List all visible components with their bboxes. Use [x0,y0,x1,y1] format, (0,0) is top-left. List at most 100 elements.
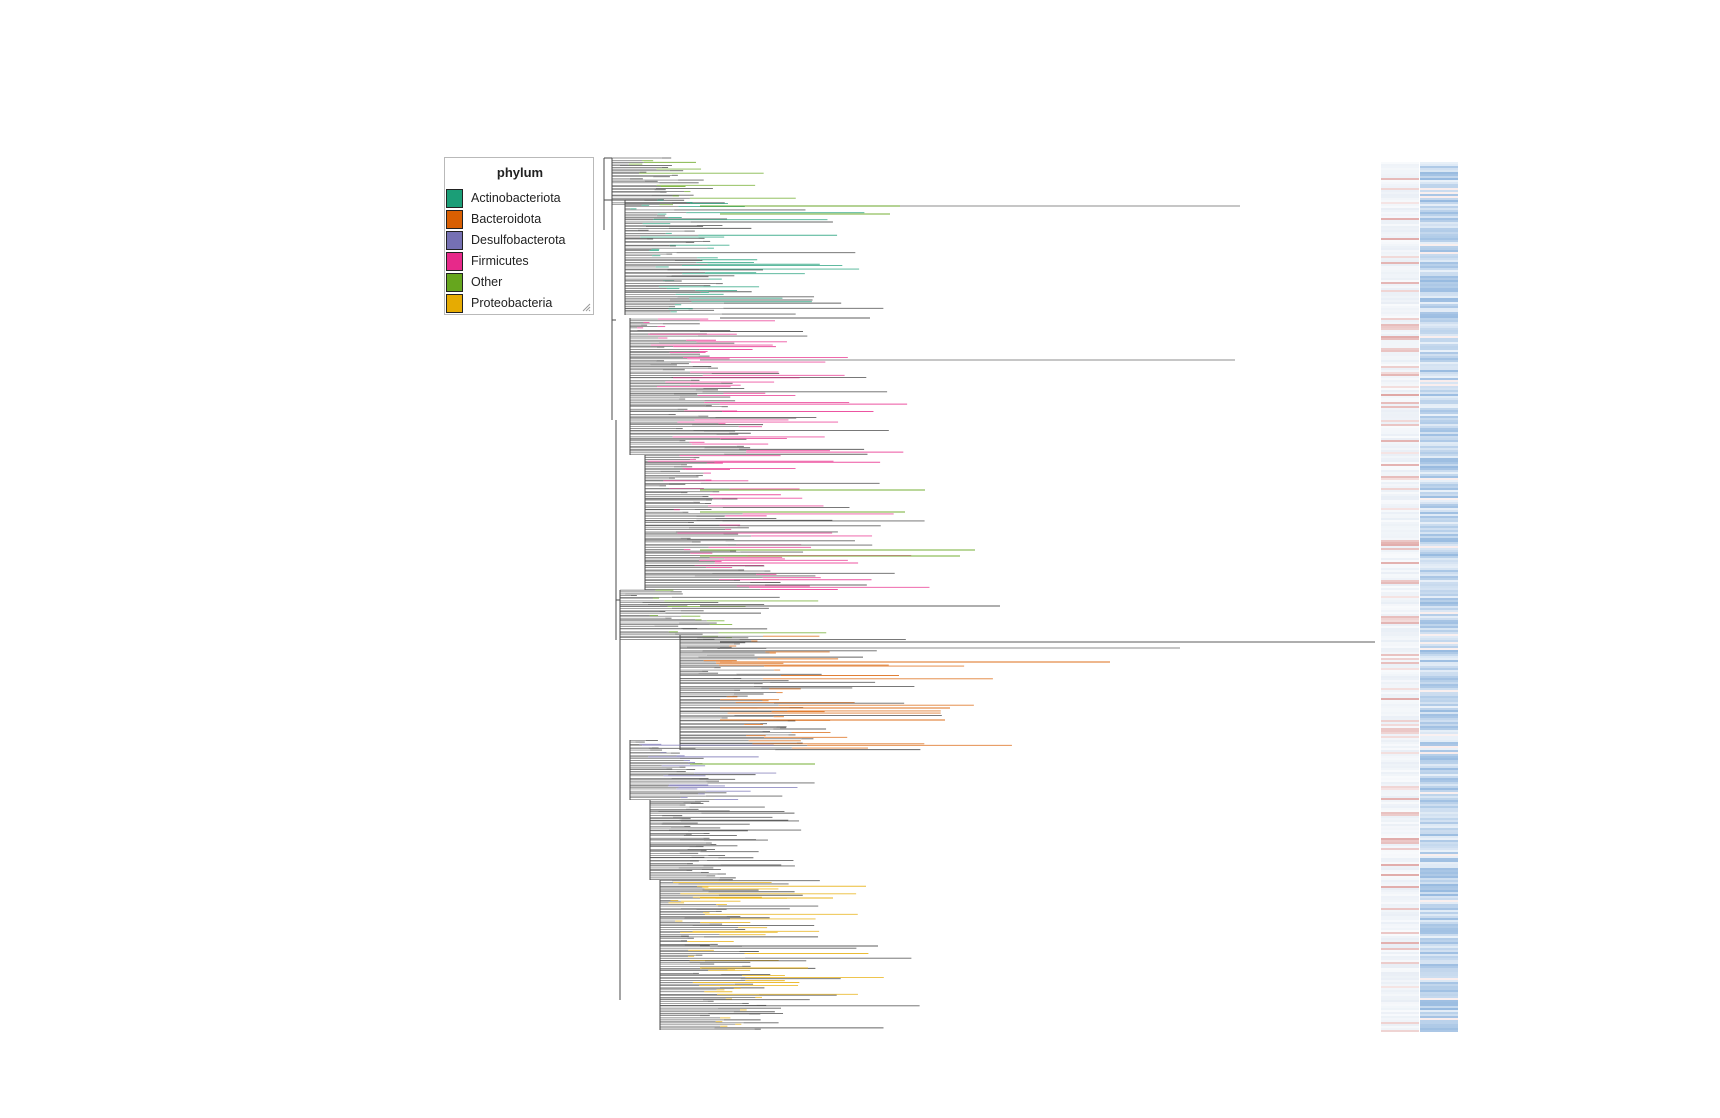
heatmap-cell [1381,648,1419,650]
heatmap-cell [1420,1006,1458,1008]
heatmap-cell [1381,390,1419,392]
heatmap-cell [1420,890,1458,892]
heatmap-cell [1420,848,1458,850]
heatmap-cell [1420,372,1458,374]
heatmap-cell [1420,420,1458,422]
heatmap-cell [1381,1016,1419,1018]
heatmap-cell [1420,794,1458,796]
heatmap-cell [1381,800,1419,802]
heatmap-cell [1420,572,1458,574]
heatmap-cell [1381,864,1419,866]
heatmap-cell [1381,366,1419,368]
heatmap-cell [1420,504,1458,506]
heatmap-cell [1381,474,1419,476]
heatmap-cell [1420,856,1458,858]
heatmap-cell [1420,418,1458,420]
heatmap-cell [1381,376,1419,378]
heatmap-cell [1381,388,1419,390]
heatmap-cell [1420,502,1458,504]
heatmap-cell [1420,358,1458,360]
heatmap-cell [1381,308,1419,310]
resize-grip-icon[interactable] [581,302,591,312]
heatmap-cell [1381,412,1419,414]
heatmap-cell [1420,182,1458,184]
heatmap-cell [1420,722,1458,724]
legend-swatch [446,231,463,250]
heatmap-cell [1381,430,1419,432]
heatmap-cell [1420,664,1458,666]
heatmap-cell [1420,612,1458,614]
heatmap-cell [1420,888,1458,890]
heatmap-cell [1420,946,1458,948]
heatmap-cell [1420,654,1458,656]
heatmap-cell [1381,646,1419,648]
heatmap-cell [1420,816,1458,818]
heatmap-cell [1381,828,1419,830]
heatmap-cell [1381,900,1419,902]
heatmap-cell [1420,936,1458,938]
heatmap-cell [1420,564,1458,566]
heatmap-cell [1420,428,1458,430]
heatmap-cell [1381,616,1419,618]
heatmap-cell [1381,968,1419,970]
heatmap-cell [1420,898,1458,900]
heatmap-cell [1420,318,1458,320]
heatmap-cell [1381,818,1419,820]
heatmap-cell [1381,942,1419,944]
heatmap-cell [1381,708,1419,710]
heatmap-cell [1420,992,1458,994]
heatmap-cell [1381,576,1419,578]
heatmap-cell [1381,996,1419,998]
heatmap-cell [1420,236,1458,238]
heatmap-cell [1381,1026,1419,1028]
heatmap-cell [1420,626,1458,628]
heatmap-cell [1420,532,1458,534]
heatmap-cell [1420,264,1458,266]
heatmap-cell [1420,944,1458,946]
heatmap-cell [1420,536,1458,538]
heatmap-cell [1420,960,1458,962]
heatmap-cell [1420,938,1458,940]
heatmap-cell [1381,434,1419,436]
heatmap-cell [1420,780,1458,782]
heatmap-cell [1420,432,1458,434]
heatmap-cell [1420,876,1458,878]
heatmap-cell [1381,796,1419,798]
heatmap-cell [1381,172,1419,174]
heatmap-cell [1381,602,1419,604]
heatmap-cell [1420,416,1458,418]
heatmap-cell [1381,270,1419,272]
heatmap-cell [1420,336,1458,338]
heatmap-cell [1381,1006,1419,1008]
legend-box[interactable]: phylum Actinobacteriota Bacteroidota Des… [444,157,594,315]
legend-swatch [446,189,463,208]
heatmap-cell [1420,872,1458,874]
heatmap-cell [1381,698,1419,700]
heatmap-cell [1381,590,1419,592]
heatmap-cell [1420,436,1458,438]
heatmap-cell [1420,708,1458,710]
heatmap-cell [1381,886,1419,888]
heatmap-cell [1381,660,1419,662]
heatmap-cell [1420,998,1458,1000]
heatmap-cell [1381,178,1419,180]
heatmap-cell [1420,592,1458,594]
heatmap-cell [1381,926,1419,928]
heatmap-cell [1420,560,1458,562]
heatmap-cell [1420,458,1458,460]
heatmap-cell [1381,466,1419,468]
heatmap-cell [1420,614,1458,616]
heatmap-cell [1420,728,1458,730]
heatmap-cell [1381,262,1419,264]
heatmap-cell [1420,988,1458,990]
heatmap-cell [1420,574,1458,576]
heatmap-cell [1381,278,1419,280]
heatmap-cell [1420,900,1458,902]
heatmap-cell [1420,474,1458,476]
heatmap-cell [1381,880,1419,882]
heatmap-cell [1420,714,1458,716]
heatmap-cell [1381,766,1419,768]
heatmap-cell [1420,660,1458,662]
heatmap-cell [1420,286,1458,288]
